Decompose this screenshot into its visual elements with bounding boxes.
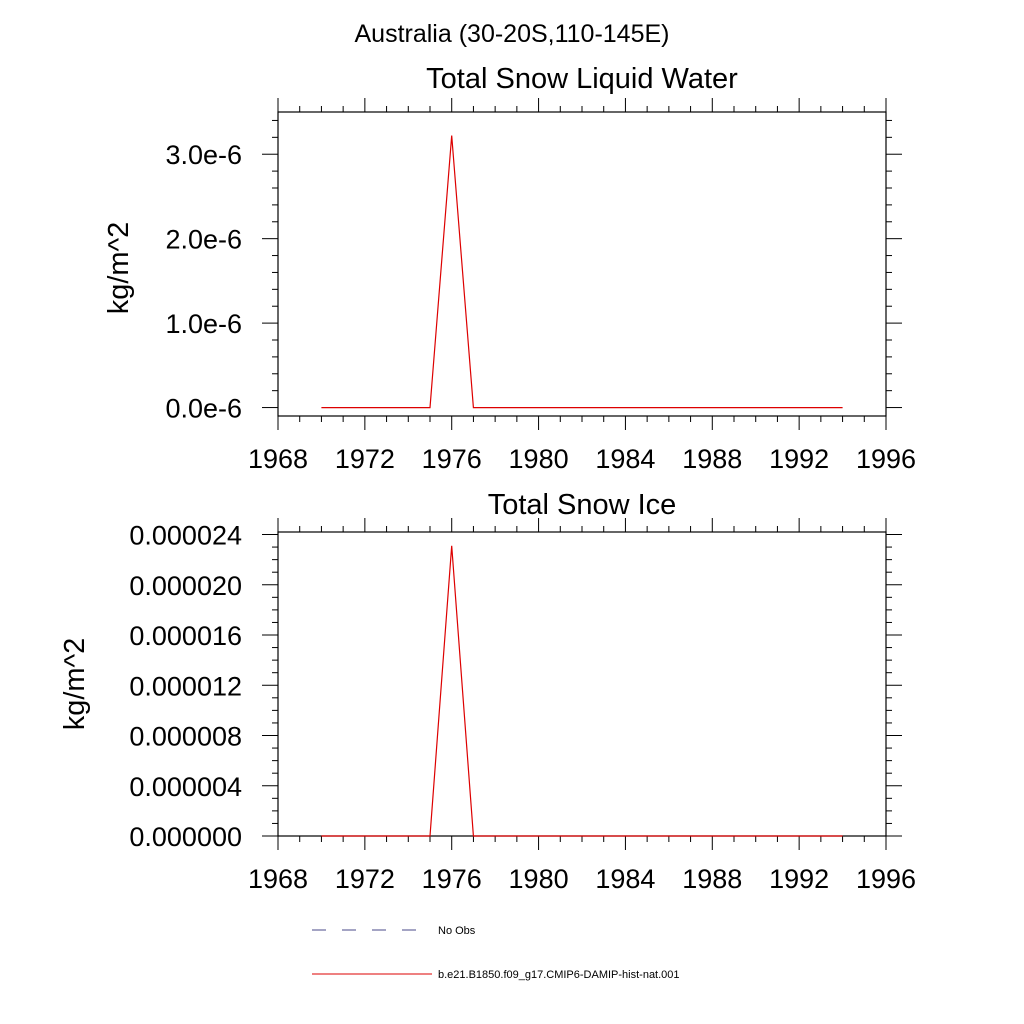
x-tick-label: 1988 xyxy=(682,444,742,474)
x-tick-label: 1992 xyxy=(769,444,829,474)
x-tick-label: 1976 xyxy=(422,864,482,894)
axis-ticks xyxy=(262,518,902,850)
series-lines xyxy=(321,135,843,409)
axis-ticks xyxy=(262,98,902,430)
y-tick-label: 1.0e-6 xyxy=(165,309,242,339)
x-tick-label: 1976 xyxy=(422,444,482,474)
x-tick-label: 1972 xyxy=(335,444,395,474)
y-axis-label: kg/m^2 xyxy=(59,638,91,731)
y-tick-label: 0.000024 xyxy=(129,521,242,551)
series-line xyxy=(321,135,843,409)
x-tick-label: 1980 xyxy=(509,444,569,474)
legend: No Obs b.e21.B1850.f09_g17.CMIP6-DAMIP-h… xyxy=(312,925,680,981)
y-tick-label: 0.000020 xyxy=(129,571,242,601)
plot-frame xyxy=(277,111,887,417)
y-tick-label: 0.0e-6 xyxy=(165,394,242,424)
x-tick-labels: 1968 1972 1976 1980 1984 1988 1992 1996 xyxy=(248,444,916,474)
y-tick-label: 0.000000 xyxy=(129,822,242,852)
y-tick-label: 0.000008 xyxy=(129,722,242,752)
x-tick-label: 1980 xyxy=(509,864,569,894)
x-tick-label: 1972 xyxy=(335,864,395,894)
plot-frame xyxy=(277,531,887,837)
page-title: Australia (30-20S,110-145E) xyxy=(355,20,670,48)
y-tick-label: 0.000016 xyxy=(129,621,242,651)
y-tick-labels: 0.000000 0.000004 0.000008 0.000012 0.000016… xyxy=(129,521,242,852)
y-tick-label: 0.000012 xyxy=(129,671,242,701)
x-tick-label: 1968 xyxy=(248,864,308,894)
legend-item: No Obs xyxy=(312,925,476,937)
x-tick-labels: 1968 1972 1976 1980 1984 1988 1992 1996 xyxy=(248,864,916,894)
series-lines xyxy=(321,545,843,837)
x-tick-label: 1968 xyxy=(248,444,308,474)
series-line xyxy=(321,545,843,837)
chart-title: Total Snow Liquid Water xyxy=(426,63,738,95)
y-tick-labels: 0.0e-6 1.0e-6 2.0e-6 3.0e-6 xyxy=(165,140,242,423)
x-tick-label: 1988 xyxy=(682,864,742,894)
legend-label: b.e21.B1850.f09_g17.CMIP6-DAMIP-hist-nat… xyxy=(438,969,680,981)
x-tick-label: 1996 xyxy=(856,444,916,474)
y-tick-label: 2.0e-6 xyxy=(165,225,242,255)
chart-top: Total Snow Liquid Water kg/m^2 0.0e-6 1.0… xyxy=(103,63,916,474)
y-tick-label: 0.000004 xyxy=(129,772,242,802)
legend-item: b.e21.B1850.f09_g17.CMIP6-DAMIP-hist-nat… xyxy=(312,969,680,981)
x-tick-label: 1984 xyxy=(595,444,655,474)
legend-label: No Obs xyxy=(438,925,476,937)
chart-title: Total Snow Ice xyxy=(488,489,677,521)
x-tick-label: 1984 xyxy=(595,864,655,894)
y-tick-label: 3.0e-6 xyxy=(165,140,242,170)
y-axis-label: kg/m^2 xyxy=(103,222,135,315)
chart-bottom: Total Snow Ice kg/m^2 0.0000000.0000040.… xyxy=(59,489,916,894)
x-tick-label: 1992 xyxy=(769,864,829,894)
x-tick-label: 1996 xyxy=(856,864,916,894)
